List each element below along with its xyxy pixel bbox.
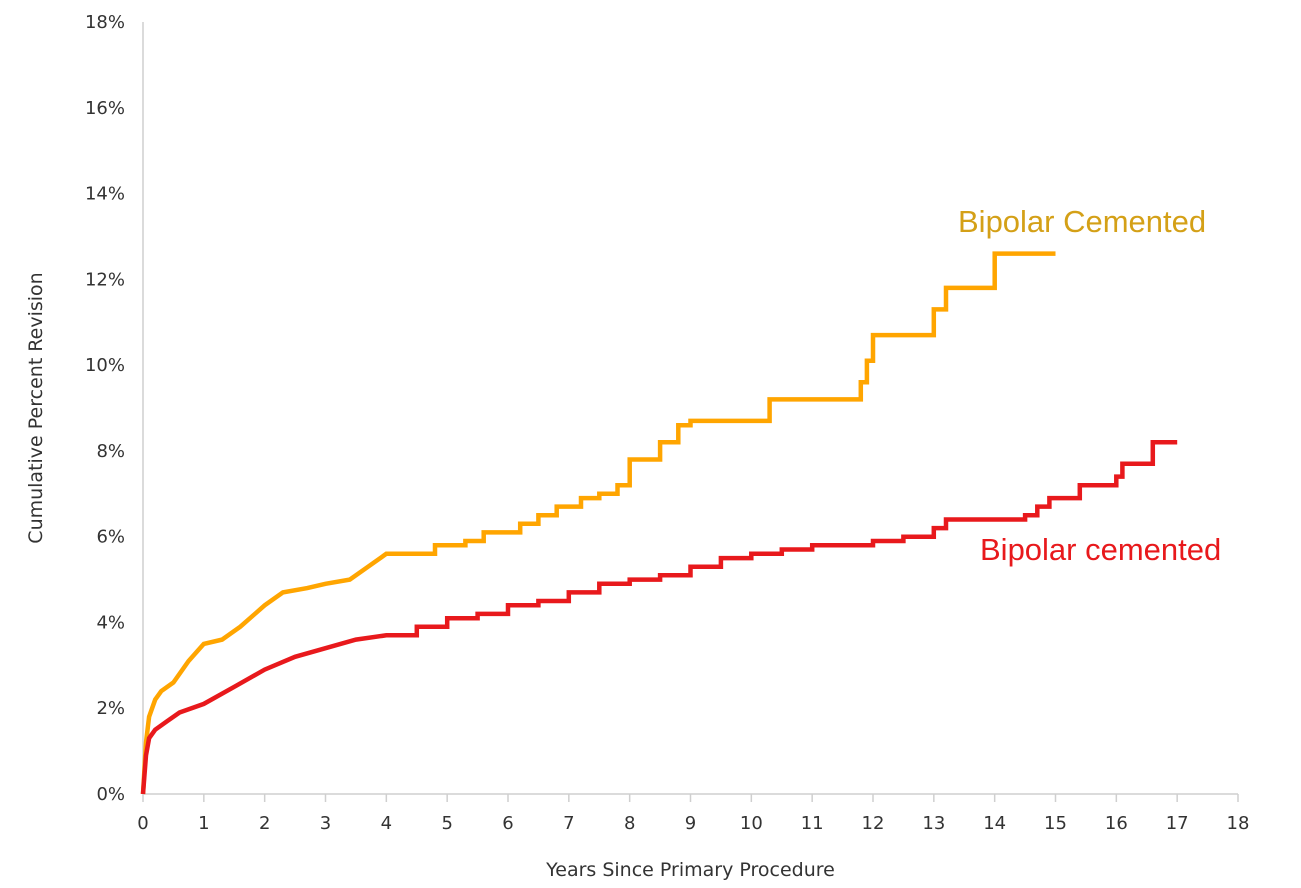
axes bbox=[142, 22, 1238, 795]
x-axis-ticks: 0 1 2 3 4 5 6 7 8 9 10 11 12 13 14 15 16 17 18 bbox=[137, 794, 1249, 834]
y-tick-label: 2% bbox=[96, 698, 125, 719]
series-line-0 bbox=[140, 251, 1056, 795]
x-tick-label: 14 bbox=[983, 813, 1006, 834]
y-tick-label: 12% bbox=[85, 269, 125, 290]
x-axis-title: Years Since Primary Procedure bbox=[545, 859, 835, 881]
y-tick-label: 16% bbox=[85, 98, 125, 119]
x-tick-label: 15 bbox=[1044, 813, 1067, 834]
x-tick-label: 16 bbox=[1105, 813, 1128, 834]
series-label-bipolar-cemented-upper: Bipolar Cemented bbox=[958, 204, 1206, 239]
x-tick-label: 13 bbox=[922, 813, 945, 834]
y-axis-ticks: 0% 2% 4% 6% 8% 10% 12% 14% 16% 18% bbox=[85, 12, 125, 805]
x-tick-label: 10 bbox=[740, 813, 763, 834]
series-label-bipolar-cemented-lower: Bipolar cemented bbox=[980, 532, 1221, 567]
x-tick-label: 1 bbox=[198, 813, 209, 834]
x-tick-label: 6 bbox=[502, 813, 513, 834]
y-tick-label: 4% bbox=[96, 612, 125, 633]
y-tick-label: 14% bbox=[85, 184, 125, 205]
x-tick-label: 18 bbox=[1227, 813, 1250, 834]
series-lines bbox=[140, 251, 1178, 795]
x-tick-label: 8 bbox=[624, 813, 635, 834]
x-tick-label: 2 bbox=[259, 813, 270, 834]
y-tick-label: 8% bbox=[96, 441, 125, 462]
x-tick-label: 0 bbox=[137, 813, 148, 834]
y-tick-label: 0% bbox=[96, 784, 125, 805]
y-tick-label: 10% bbox=[85, 355, 125, 376]
y-tick-label: 6% bbox=[96, 527, 125, 548]
y-tick-label: 18% bbox=[85, 12, 125, 33]
y-axis-title: Cumulative Percent Revision bbox=[25, 272, 47, 543]
x-tick-label: 4 bbox=[381, 813, 392, 834]
x-tick-label: 12 bbox=[862, 813, 885, 834]
x-tick-label: 5 bbox=[441, 813, 452, 834]
x-tick-label: 17 bbox=[1166, 813, 1189, 834]
x-tick-label: 3 bbox=[320, 813, 331, 834]
x-tick-label: 9 bbox=[685, 813, 696, 834]
series-line-1 bbox=[140, 440, 1178, 795]
x-tick-label: 7 bbox=[563, 813, 574, 834]
x-tick-label: 11 bbox=[801, 813, 824, 834]
